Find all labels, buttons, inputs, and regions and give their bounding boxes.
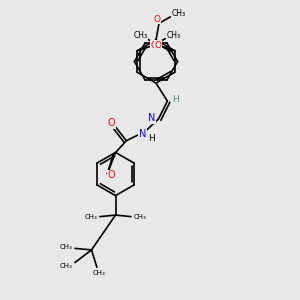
Text: CH₃: CH₃ [93,270,106,276]
Text: CH₃: CH₃ [172,9,186,18]
Text: CH₃: CH₃ [133,31,147,40]
Text: O: O [151,40,158,50]
Text: O: O [154,15,161,24]
Text: CH₃: CH₃ [167,31,181,40]
Text: H: H [172,95,179,104]
Text: O: O [107,118,115,128]
Text: CH₃: CH₃ [134,214,146,220]
Text: CH₃: CH₃ [85,214,97,220]
Text: O: O [154,40,161,50]
Text: CH₃: CH₃ [60,263,72,269]
Text: N: N [139,129,146,139]
Text: N: N [148,113,155,124]
Text: CH₃: CH₃ [60,244,72,250]
Text: O: O [107,170,115,180]
Text: H: H [148,134,155,143]
